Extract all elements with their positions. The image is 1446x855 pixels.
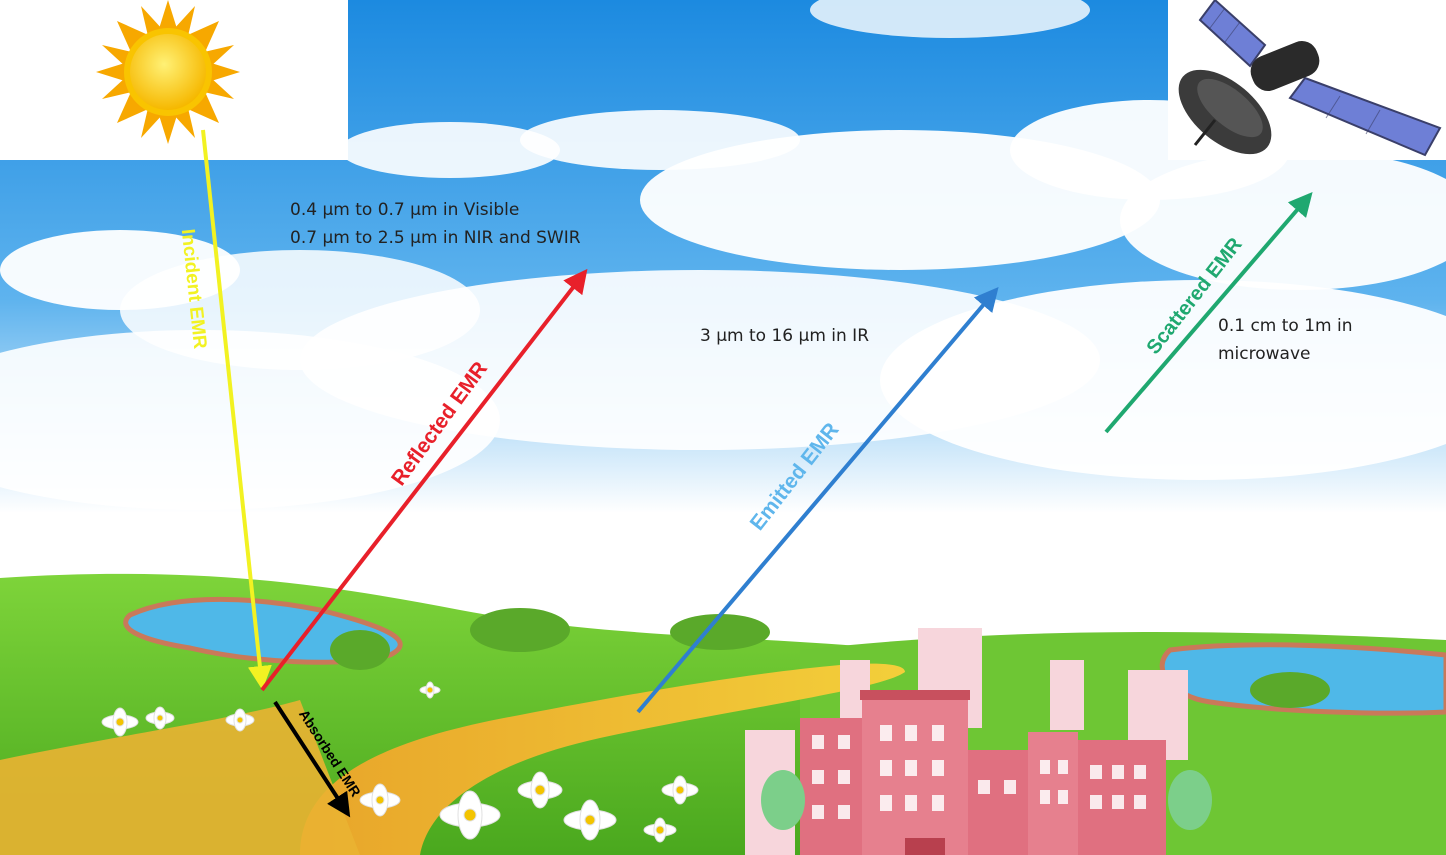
scattered-emr-arrow: [1104, 191, 1313, 434]
absorbed-emr-arrow: [273, 700, 351, 818]
note-visible-range: 0.4 μm to 0.7 μm in Visible: [290, 200, 520, 220]
bushes: [330, 608, 1330, 708]
note-nir-swir-range: 0.7 μm to 2.5 μm in NIR and SWIR: [290, 228, 581, 248]
dirt-path-left: [0, 700, 360, 855]
emitted-emr-arrow: [636, 286, 999, 714]
incident-emr-arrow: [201, 129, 272, 690]
note-microwave-line-2: microwave: [1218, 344, 1311, 364]
buildings-icon: [745, 628, 1212, 855]
satellite-icon: [1178, 0, 1442, 157]
note-microwave-line-1: 0.1 cm to 1m in: [1218, 316, 1353, 336]
daisy-flowers: [101, 681, 699, 843]
sun-icon: [96, 0, 240, 144]
reflected-emr-arrow: [260, 268, 588, 692]
clouds: [0, 0, 1446, 510]
note-ir-range: 3 μm to 16 μm in IR: [700, 326, 870, 346]
